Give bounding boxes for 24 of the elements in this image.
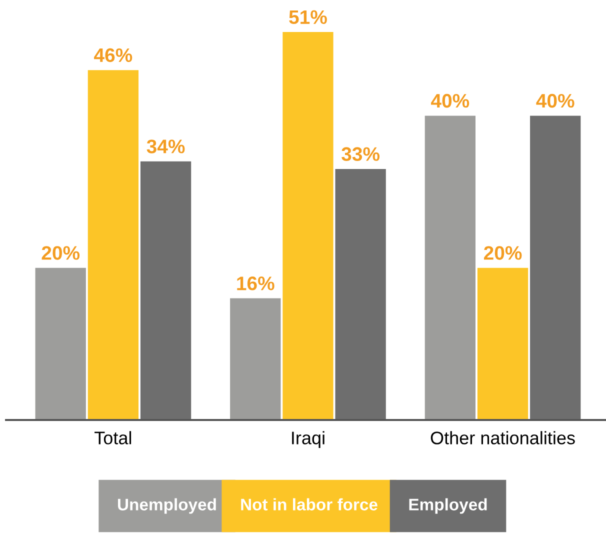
data-label: 33% <box>342 147 380 161</box>
data-label: 40% <box>536 94 574 108</box>
text: Unemployed <box>118 498 216 514</box>
data-label: 20% <box>484 246 522 260</box>
bar <box>335 168 386 420</box>
x-tick-label: Iraqi <box>292 431 324 448</box>
data-label: 40% <box>431 94 470 108</box>
text: Not in labor force <box>241 498 378 510</box>
data-label: 20% <box>42 246 80 260</box>
bar <box>230 298 281 420</box>
bar <box>35 268 86 420</box>
x-tick-label: Other nationalities <box>430 431 575 444</box>
bar <box>477 268 528 420</box>
x-tick-label: Total <box>94 431 132 444</box>
bar <box>140 161 192 420</box>
data-label: 46% <box>94 48 132 62</box>
bar <box>282 32 334 420</box>
data-label: 16% <box>237 276 274 290</box>
bar <box>88 70 139 420</box>
text: Employed <box>409 498 487 514</box>
bar <box>530 116 581 420</box>
data-label: 51% <box>289 10 327 24</box>
data-label: 34% <box>146 140 185 154</box>
bar <box>424 116 476 420</box>
